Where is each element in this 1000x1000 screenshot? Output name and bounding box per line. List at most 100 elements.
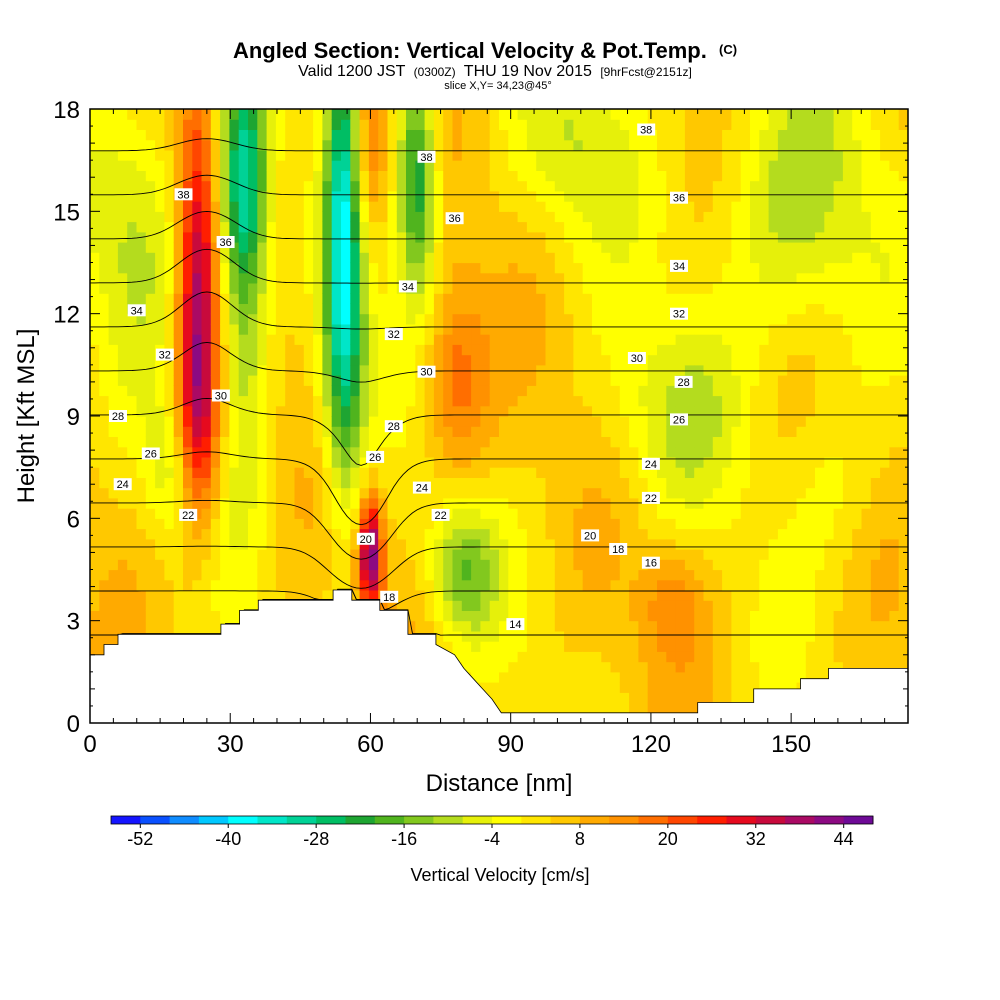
velocity-cell: [331, 109, 342, 120]
velocity-cell: [266, 477, 277, 489]
velocity-cell: [777, 569, 788, 581]
velocity-cell: [499, 364, 509, 376]
velocity-cell: [777, 119, 788, 130]
velocity-cell: [378, 119, 389, 130]
velocity-cell: [136, 579, 147, 591]
velocity-cell: [759, 149, 770, 161]
velocity-cell: [573, 180, 584, 192]
velocity-cell: [452, 630, 463, 642]
velocity-cell: [694, 477, 705, 489]
velocity-cell: [480, 590, 491, 601]
velocity-cell: [517, 364, 528, 376]
velocity-cell: [601, 477, 612, 489]
velocity-cell: [387, 170, 398, 182]
velocity-cell: [359, 180, 370, 192]
velocity-cell: [480, 293, 491, 304]
velocity-cell: [582, 221, 593, 233]
velocity-cell: [331, 518, 342, 530]
velocity-cell: [592, 272, 602, 284]
velocity-cell: [657, 211, 667, 223]
velocity-cell: [201, 364, 212, 376]
velocity-cell: [768, 477, 779, 489]
velocity-cell: [768, 651, 779, 663]
velocity-cell: [183, 323, 193, 335]
velocity-cell: [712, 579, 723, 591]
velocity-cell: [629, 170, 639, 182]
velocity-cell: [666, 518, 677, 530]
velocity-cell: [592, 231, 602, 243]
velocity-cell: [443, 549, 454, 560]
velocity-cell: [201, 508, 212, 519]
velocity-cell: [313, 549, 323, 560]
velocity-cell: [294, 446, 305, 458]
velocity-cell: [99, 293, 110, 304]
velocity-cell: [777, 559, 788, 571]
velocity-cell: [592, 364, 602, 376]
velocity-cell: [536, 641, 547, 652]
velocity-cell: [759, 620, 770, 632]
velocity-cell: [777, 395, 788, 407]
velocity-cell: [415, 395, 426, 407]
velocity-cell: [424, 252, 435, 264]
velocity-cell: [99, 190, 110, 202]
velocity-cell: [341, 538, 351, 550]
velocity-cell: [322, 416, 333, 427]
velocity-cell: [526, 518, 537, 530]
velocity-cell: [313, 170, 323, 182]
velocity-cell: [499, 620, 509, 632]
velocity-cell: [833, 303, 844, 315]
velocity-cell: [526, 190, 537, 202]
velocity-cell: [164, 487, 175, 499]
velocity-cell: [303, 354, 314, 366]
velocity-cell: [833, 313, 844, 325]
velocity-cell: [796, 313, 807, 325]
velocity-cell: [331, 579, 342, 591]
velocity-cell: [220, 129, 230, 141]
velocity-cell: [220, 528, 230, 540]
velocity-cell: [573, 702, 584, 714]
velocity-cell: [703, 139, 714, 151]
velocity-cell: [368, 590, 379, 601]
velocity-cell: [564, 334, 574, 345]
velocity-cell: [350, 293, 361, 304]
velocity-cell: [443, 467, 454, 478]
velocity-cell: [238, 303, 249, 315]
velocity-cell: [424, 375, 435, 386]
velocity-cell: [136, 313, 147, 325]
velocity-cell: [378, 231, 389, 243]
velocity-cell: [777, 354, 788, 366]
velocity-cell: [406, 446, 416, 458]
velocity-cell: [331, 344, 342, 356]
velocity-cell: [833, 252, 844, 264]
velocity-cell: [471, 395, 481, 407]
velocity-cell: [359, 139, 370, 151]
velocity-cell: [275, 170, 286, 182]
velocity-cell: [461, 323, 472, 335]
velocity-cell: [90, 600, 100, 611]
velocity-cell: [824, 139, 835, 151]
velocity-cell: [750, 446, 760, 458]
velocity-cell: [220, 569, 230, 581]
velocity-cell: [350, 487, 361, 499]
velocity-cell: [368, 508, 379, 519]
velocity-cell: [285, 395, 296, 407]
velocity-cell: [424, 354, 435, 366]
velocity-cell: [257, 272, 268, 284]
velocity-cell: [582, 385, 593, 397]
velocity-cell: [248, 559, 258, 571]
velocity-cell: [117, 364, 128, 376]
velocity-cell: [824, 180, 835, 192]
velocity-cell: [341, 569, 351, 581]
velocity-cell: [359, 344, 370, 356]
velocity-cell: [517, 375, 528, 386]
velocity-cell: [331, 354, 342, 366]
velocity-cell: [787, 293, 798, 304]
velocity-cell: [592, 283, 602, 294]
velocity-cell: [619, 590, 630, 601]
velocity-cell: [266, 221, 277, 233]
velocity-cell: [647, 467, 658, 478]
velocity-cell: [378, 242, 389, 253]
velocity-cell: [703, 323, 714, 335]
velocity-cell: [610, 323, 621, 335]
velocity-cell: [257, 416, 268, 427]
